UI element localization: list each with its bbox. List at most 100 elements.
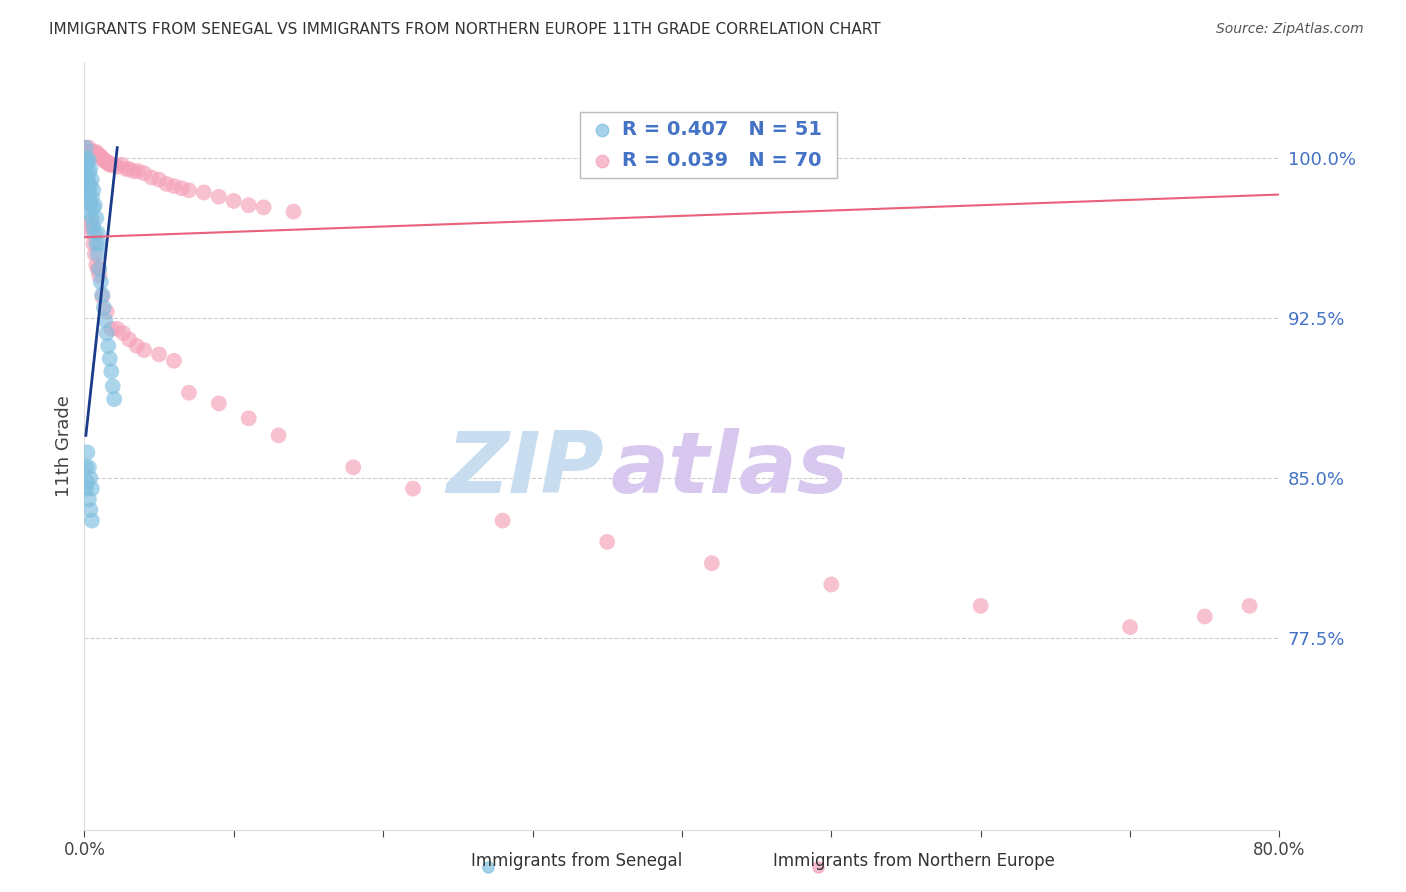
Point xyxy=(86,236,108,251)
Point xyxy=(91,290,114,304)
Point xyxy=(80,482,103,496)
Text: atlas: atlas xyxy=(610,427,848,510)
Point xyxy=(76,160,98,174)
Point xyxy=(970,599,993,613)
Point xyxy=(89,262,111,277)
Point xyxy=(94,313,117,327)
Point xyxy=(75,190,97,204)
Point xyxy=(98,158,121,172)
Point xyxy=(80,514,103,528)
Point xyxy=(820,577,842,591)
Point xyxy=(700,556,723,570)
Point xyxy=(100,322,122,336)
Point xyxy=(208,190,231,204)
Point xyxy=(82,236,104,251)
Point xyxy=(91,152,114,166)
Point xyxy=(76,183,98,197)
Point xyxy=(90,149,112,163)
Point xyxy=(79,471,101,485)
Point xyxy=(89,268,111,283)
Point xyxy=(77,460,100,475)
Point xyxy=(132,343,156,358)
Text: Immigrants from Senegal: Immigrants from Senegal xyxy=(471,852,682,870)
Point xyxy=(79,503,101,517)
Point xyxy=(1194,609,1216,624)
Point xyxy=(100,158,122,172)
Point xyxy=(177,385,200,400)
Point xyxy=(208,396,231,410)
Point xyxy=(82,219,104,234)
Point xyxy=(83,226,105,240)
Point xyxy=(1239,599,1261,613)
Point xyxy=(100,364,122,378)
Point xyxy=(87,262,110,277)
Point xyxy=(115,161,138,176)
Point xyxy=(125,339,148,353)
Point xyxy=(96,326,118,340)
Point xyxy=(170,181,193,195)
Point xyxy=(75,482,97,496)
Text: IMMIGRANTS FROM SENEGAL VS IMMIGRANTS FROM NORTHERN EUROPE 11TH GRADE CORRELATIO: IMMIGRANTS FROM SENEGAL VS IMMIGRANTS FR… xyxy=(49,22,880,37)
Point xyxy=(596,535,619,549)
Point xyxy=(76,475,98,490)
Point xyxy=(80,172,103,186)
Point xyxy=(342,460,364,475)
Point xyxy=(75,460,97,475)
Point xyxy=(75,141,97,155)
Point xyxy=(105,322,128,336)
Text: Immigrants from Northern Europe: Immigrants from Northern Europe xyxy=(773,852,1054,870)
Point xyxy=(79,198,101,212)
Point xyxy=(97,155,120,169)
Point xyxy=(97,339,120,353)
Point xyxy=(101,379,124,393)
Point xyxy=(79,161,101,176)
FancyBboxPatch shape xyxy=(581,112,838,178)
Point xyxy=(76,172,98,186)
Point xyxy=(91,287,114,301)
Point xyxy=(148,172,170,186)
Point xyxy=(267,428,290,442)
Point xyxy=(80,211,103,225)
Point xyxy=(141,170,163,185)
Point xyxy=(75,141,97,155)
Point xyxy=(86,211,108,225)
Point xyxy=(283,204,305,219)
Point xyxy=(1119,620,1142,634)
Point xyxy=(105,160,128,174)
Point xyxy=(82,183,104,197)
Point xyxy=(402,482,425,496)
Point xyxy=(177,183,200,197)
Point xyxy=(76,145,98,159)
Text: R = 0.407   N = 51: R = 0.407 N = 51 xyxy=(623,120,823,139)
Point xyxy=(238,198,260,212)
Point xyxy=(76,445,98,459)
Point xyxy=(93,153,115,168)
Point xyxy=(253,200,276,214)
Point xyxy=(83,198,105,212)
Point xyxy=(93,301,115,315)
Point xyxy=(79,179,101,194)
Point xyxy=(79,145,101,159)
Point xyxy=(87,226,110,240)
Text: ZIP: ZIP xyxy=(447,427,605,510)
Point xyxy=(222,194,245,208)
Point xyxy=(79,215,101,229)
Point xyxy=(127,164,149,178)
Point xyxy=(87,147,110,161)
Point xyxy=(238,411,260,425)
Point xyxy=(89,236,111,251)
Text: R = 0.039   N = 70: R = 0.039 N = 70 xyxy=(623,151,821,170)
Point xyxy=(163,353,186,368)
Point xyxy=(80,190,103,204)
Point xyxy=(75,166,97,180)
Point xyxy=(98,351,121,366)
Point xyxy=(82,200,104,214)
Point xyxy=(77,190,100,204)
Point xyxy=(86,145,108,159)
Point xyxy=(163,179,186,194)
Point xyxy=(89,149,111,163)
Point xyxy=(103,158,125,172)
Point xyxy=(132,166,156,180)
Point xyxy=(80,226,103,240)
Point xyxy=(118,333,141,347)
